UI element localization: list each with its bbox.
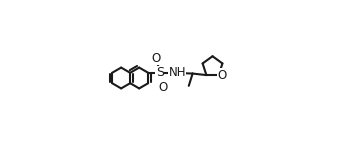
Text: O: O — [218, 69, 227, 82]
Text: O: O — [159, 81, 168, 94]
Text: S: S — [156, 66, 164, 79]
Text: O: O — [151, 52, 160, 65]
Text: NH: NH — [168, 66, 186, 78]
